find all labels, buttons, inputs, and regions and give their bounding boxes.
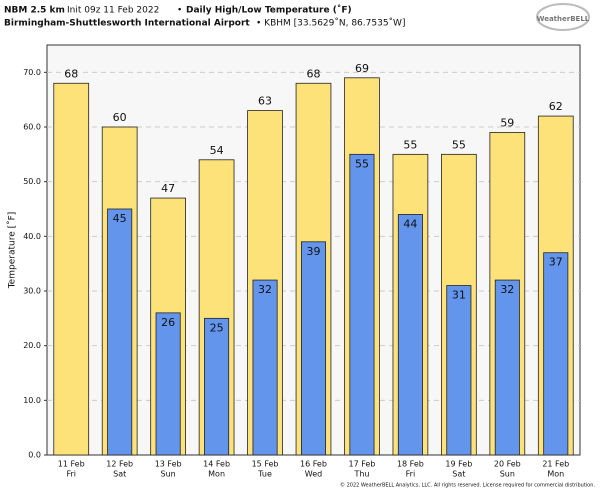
x-tick-label: 13 Feb: [155, 460, 182, 469]
data-label: 25: [210, 321, 224, 334]
data-label: 45: [113, 212, 127, 225]
x-tick-weekday: Wed: [305, 470, 322, 479]
data-label: 55: [452, 138, 466, 151]
data-label: 55: [403, 138, 417, 151]
bar: [446, 285, 472, 456]
bar: [543, 252, 569, 456]
x-tick-weekday: Sun: [161, 470, 176, 479]
data-label: 68: [307, 67, 321, 80]
y-tick-label: 0.0: [28, 451, 41, 460]
bar: [300, 241, 327, 456]
x-tick-label: 18 Feb: [397, 460, 424, 469]
y-tick-label: 50.0: [23, 177, 41, 186]
subtitle-detail: • KBHM [33.5629˚N, 86.7535˚W]: [256, 18, 405, 29]
data-label: 47: [161, 182, 175, 195]
chart-title-main: Daily High/Low Temperature (˚F): [186, 5, 352, 16]
data-label: 68: [64, 67, 78, 80]
bar: [107, 208, 133, 456]
x-tick-weekday: Mon: [547, 470, 564, 479]
x-tick-weekday: Fri: [406, 470, 416, 479]
x-tick-weekday: Tue: [257, 470, 272, 479]
logo-swirl: [536, 3, 590, 31]
x-tick-label: 19 Feb: [445, 460, 472, 469]
data-label: 54: [210, 144, 224, 157]
x-tick-label: 15 Feb: [252, 460, 279, 469]
y-tick-label: 60.0: [23, 123, 41, 132]
y-axis-label: Temperature [˚F]: [7, 212, 18, 290]
bar: [494, 279, 520, 456]
x-tick-weekday: Thu: [353, 470, 369, 479]
data-label: 32: [500, 283, 514, 296]
data-label: 44: [403, 217, 417, 230]
data-label: 69: [355, 62, 369, 75]
data-label: 37: [549, 256, 563, 269]
bar: [252, 279, 278, 456]
y-tick-label: 70.0: [23, 68, 41, 77]
y-tick-label: 10.0: [23, 396, 41, 405]
data-label: 31: [452, 289, 466, 302]
data-label: 55: [355, 157, 369, 170]
chart-title: NBM 2.5 km: [4, 6, 65, 16]
x-tick-label: 17 Feb: [349, 460, 376, 469]
x-tick-label: 11 Feb: [58, 460, 85, 469]
x-tick-label: 21 Feb: [542, 460, 569, 469]
bullet: •: [177, 6, 182, 16]
bar: [53, 82, 90, 456]
bar: [155, 312, 181, 456]
x-tick-weekday: Sat: [113, 470, 126, 479]
data-label: 26: [161, 316, 175, 329]
data-label: 59: [500, 116, 514, 129]
y-tick-label: 30.0: [23, 287, 41, 296]
bar: [349, 153, 375, 456]
x-tick-weekday: Mon: [208, 470, 225, 479]
x-tick-label: 14 Feb: [203, 460, 230, 469]
y-tick-label: 40.0: [23, 232, 41, 241]
bar: [204, 317, 230, 456]
init-time: Init 09z 11 Feb 2022: [67, 6, 159, 16]
x-tick-weekday: Sat: [452, 470, 465, 479]
x-tick-weekday: Fri: [66, 470, 76, 479]
x-tick-weekday: Sun: [500, 470, 515, 479]
data-label: 39: [307, 245, 321, 258]
x-tick-label: 20 Feb: [494, 460, 521, 469]
y-tick-label: 20.0: [23, 341, 41, 350]
bar: [397, 214, 423, 456]
logo: WeatherBELL: [537, 15, 590, 23]
data-label: 63: [258, 95, 272, 108]
data-label: 32: [258, 283, 272, 296]
footer: © 2022 WeatherBELL Analytics, LLC. All r…: [340, 482, 595, 489]
x-tick-label: 16 Feb: [300, 460, 327, 469]
x-tick-label: 12 Feb: [106, 460, 133, 469]
chart-subtitle: Birmingham-Shuttlesworth International A…: [4, 19, 250, 29]
data-label: 62: [549, 100, 563, 113]
data-label: 60: [113, 111, 127, 124]
